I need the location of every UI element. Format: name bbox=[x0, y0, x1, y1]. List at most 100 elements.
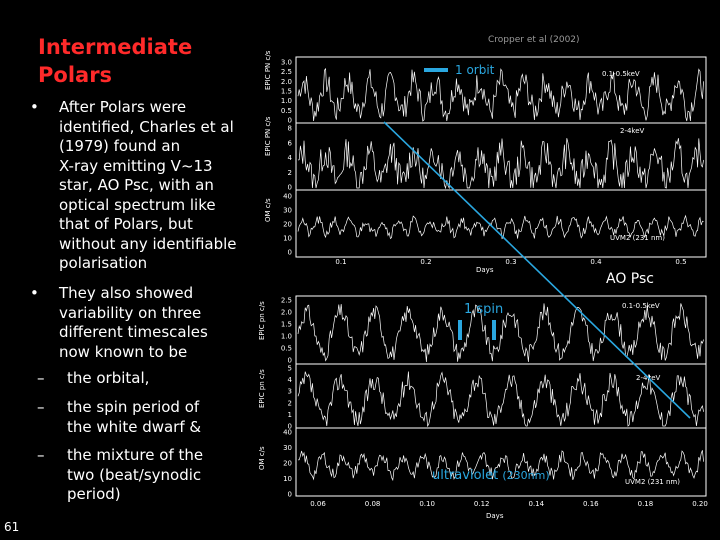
y-tick-label: 2 bbox=[288, 169, 292, 177]
spin-marker-icon bbox=[492, 320, 496, 340]
y-tick-label: 10 bbox=[283, 475, 292, 483]
bullet-item: • They also showed variability on three … bbox=[30, 284, 208, 362]
y-tick-label: 20 bbox=[283, 221, 292, 229]
uv-label: ultraviolet (230nm) bbox=[432, 468, 550, 483]
bullet-text: They also showed variability on three di… bbox=[59, 284, 208, 362]
bullet-line: variability on three bbox=[59, 303, 202, 322]
x-axis-label: Days bbox=[476, 266, 494, 274]
bullet-text: After Polars were identified, Charles et… bbox=[59, 98, 237, 274]
y-axis-label: OM c/s bbox=[264, 198, 272, 222]
band-label: 0.1-0.5keV bbox=[602, 70, 640, 78]
light-curve-trace bbox=[297, 214, 704, 240]
bullet-dot: • bbox=[30, 98, 39, 116]
y-tick-label: 0 bbox=[288, 423, 292, 431]
y-tick-label: 0 bbox=[288, 184, 292, 192]
x-tick-label: 0.20 bbox=[692, 500, 708, 508]
light-curve-trace bbox=[297, 303, 704, 363]
x-tick-label: 0.08 bbox=[365, 500, 381, 508]
y-tick-label: 20 bbox=[283, 460, 292, 468]
zoom-connector-line bbox=[383, 121, 691, 419]
y-tick-label: 0 bbox=[288, 491, 292, 499]
x-tick-label: 0.12 bbox=[474, 500, 490, 508]
orbit-label: 1 orbit bbox=[455, 63, 495, 77]
x-tick-label: 0.18 bbox=[638, 500, 654, 508]
object-label: AO Psc bbox=[606, 271, 654, 287]
band-label: 2-4keV bbox=[620, 127, 645, 135]
y-axis-label: OM c/s bbox=[258, 446, 266, 470]
x-tick-label: 0.10 bbox=[419, 500, 435, 508]
bullet-line: (1979) found an bbox=[59, 137, 181, 155]
y-tick-label: 2.0 bbox=[281, 309, 292, 317]
y-tick-label: 1.0 bbox=[281, 97, 292, 105]
y-tick-label: 0 bbox=[288, 357, 292, 365]
y-axis-label: EPIC PN c/s bbox=[264, 116, 272, 156]
y-tick-label: 0.5 bbox=[281, 345, 292, 353]
sub-bullet-dash: – bbox=[37, 369, 45, 387]
x-axis-label: Days bbox=[486, 512, 504, 520]
sub-bullet: – the orbital, bbox=[37, 369, 267, 389]
sub-bullet-dash: – bbox=[37, 398, 45, 416]
spin-marker-icon bbox=[458, 320, 462, 340]
light-curve-trace bbox=[297, 138, 704, 190]
y-axis-label: EPIC PN c/s bbox=[264, 50, 272, 90]
band-label: UVM2 (231 nm) bbox=[610, 234, 665, 242]
x-tick-label: 0.06 bbox=[310, 500, 326, 508]
x-tick-label: 0.1 bbox=[335, 258, 346, 266]
y-tick-label: 1 bbox=[288, 411, 292, 419]
bullet-line: polarisation bbox=[59, 254, 148, 272]
top-plot-frame bbox=[295, 56, 707, 258]
y-tick-label: 2.5 bbox=[281, 68, 292, 76]
y-tick-label: 3.0 bbox=[281, 59, 292, 67]
y-tick-label: 40 bbox=[283, 193, 292, 201]
sub-bullet-dash: – bbox=[37, 446, 45, 464]
slide-title: Intermediate Polars bbox=[38, 33, 238, 89]
bullet-line: different timescales bbox=[59, 323, 208, 341]
slide-number: 61 bbox=[4, 520, 20, 534]
sub-bullet-line: the orbital, bbox=[67, 369, 150, 387]
x-tick-label: 0.16 bbox=[583, 500, 599, 508]
bullet-dot: • bbox=[30, 284, 39, 302]
y-axis-label: EPIC pn c/s bbox=[258, 301, 266, 340]
sub-bullet: – the mixture of the two (beat/synodic p… bbox=[37, 446, 267, 505]
bullet-line: that of Polars, but bbox=[59, 215, 193, 233]
y-tick-label: 1.5 bbox=[281, 321, 292, 329]
x-tick-label: 0.4 bbox=[590, 258, 602, 266]
y-tick-label: 40 bbox=[283, 429, 292, 437]
y-tick-label: 0 bbox=[288, 117, 292, 125]
y-tick-label: 0.5 bbox=[281, 107, 292, 115]
y-tick-label: 4 bbox=[288, 154, 293, 162]
sub-bullet: – the spin period of the white dwarf & bbox=[37, 398, 267, 437]
y-tick-label: 2.5 bbox=[281, 297, 292, 305]
slide-title-line1: Intermediate bbox=[38, 35, 193, 59]
bullet-line: optical spectrum like bbox=[59, 195, 216, 214]
sub-bullet-line: the white dwarf & bbox=[67, 417, 202, 436]
y-tick-label: 1.5 bbox=[281, 88, 292, 96]
band-label: 0.1-0.5keV bbox=[622, 302, 660, 310]
bullet-item: • After Polars were identified, Charles … bbox=[30, 98, 237, 274]
y-tick-label: 1.0 bbox=[281, 333, 292, 341]
light-curve-trace bbox=[297, 450, 704, 482]
band-label: UVM2 (231 nm) bbox=[625, 478, 680, 486]
bullet-line: identified, Charles et al bbox=[59, 117, 234, 136]
bullet-line: now known to be bbox=[59, 342, 188, 361]
x-tick-label: 0.5 bbox=[675, 258, 686, 266]
slide-title-line2: Polars bbox=[38, 63, 113, 87]
y-tick-label: 10 bbox=[283, 235, 292, 243]
y-tick-label: 8 bbox=[288, 125, 292, 133]
y-tick-label: 0 bbox=[288, 249, 292, 257]
sub-bullet-line: period) bbox=[67, 485, 121, 503]
y-tick-label: 3 bbox=[288, 388, 292, 396]
light-curve-trace bbox=[297, 67, 704, 122]
y-tick-label: 6 bbox=[288, 139, 293, 147]
y-tick-label: 5 bbox=[288, 365, 292, 373]
x-tick-label: 0.3 bbox=[505, 258, 516, 266]
bullet-line: X-ray emitting V~13 bbox=[59, 156, 213, 175]
x-tick-label: 0.2 bbox=[420, 258, 431, 266]
spin-label: 1 spin bbox=[464, 302, 503, 317]
y-tick-label: 4 bbox=[288, 376, 293, 384]
x-tick-label: 0.14 bbox=[528, 500, 544, 508]
sub-bullet-line: the mixture of the bbox=[67, 446, 204, 464]
